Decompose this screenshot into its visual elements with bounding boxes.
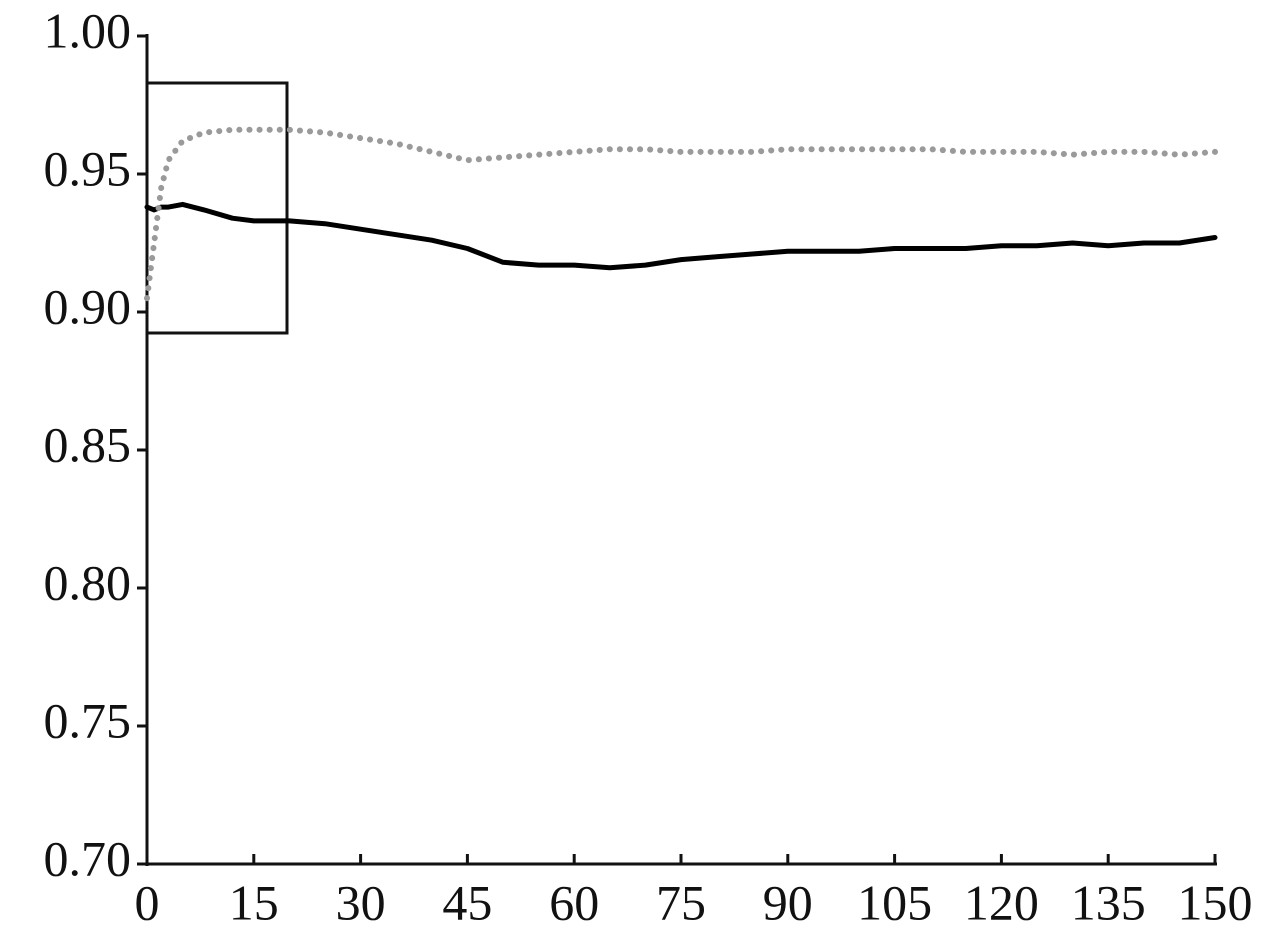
x-tick-label: 105 — [857, 874, 932, 930]
y-tick-label: 0.90 — [44, 278, 132, 334]
x-tick-label: 90 — [763, 874, 813, 930]
x-tick-label: 0 — [135, 874, 160, 930]
x-tick-label: 75 — [656, 874, 706, 930]
x-tick-label: 45 — [442, 874, 492, 930]
y-tick-label: 0.75 — [44, 692, 132, 748]
y-tick-label: 0.70 — [44, 830, 132, 886]
x-tick-label: 15 — [229, 874, 279, 930]
y-tick-label: 1.00 — [44, 2, 132, 58]
x-tick-label: 135 — [1071, 874, 1146, 930]
x-tick-label: 150 — [1178, 874, 1253, 930]
y-tick-label: 0.95 — [44, 140, 132, 196]
line-series — [144, 201, 1218, 271]
x-tick-label: 120 — [964, 874, 1039, 930]
x-tick-label: 30 — [336, 874, 386, 930]
line-series — [144, 126, 1218, 302]
y-tick-label: 0.80 — [44, 554, 132, 610]
x-tick-label: 60 — [549, 874, 599, 930]
y-tick-label: 0.85 — [44, 416, 132, 472]
